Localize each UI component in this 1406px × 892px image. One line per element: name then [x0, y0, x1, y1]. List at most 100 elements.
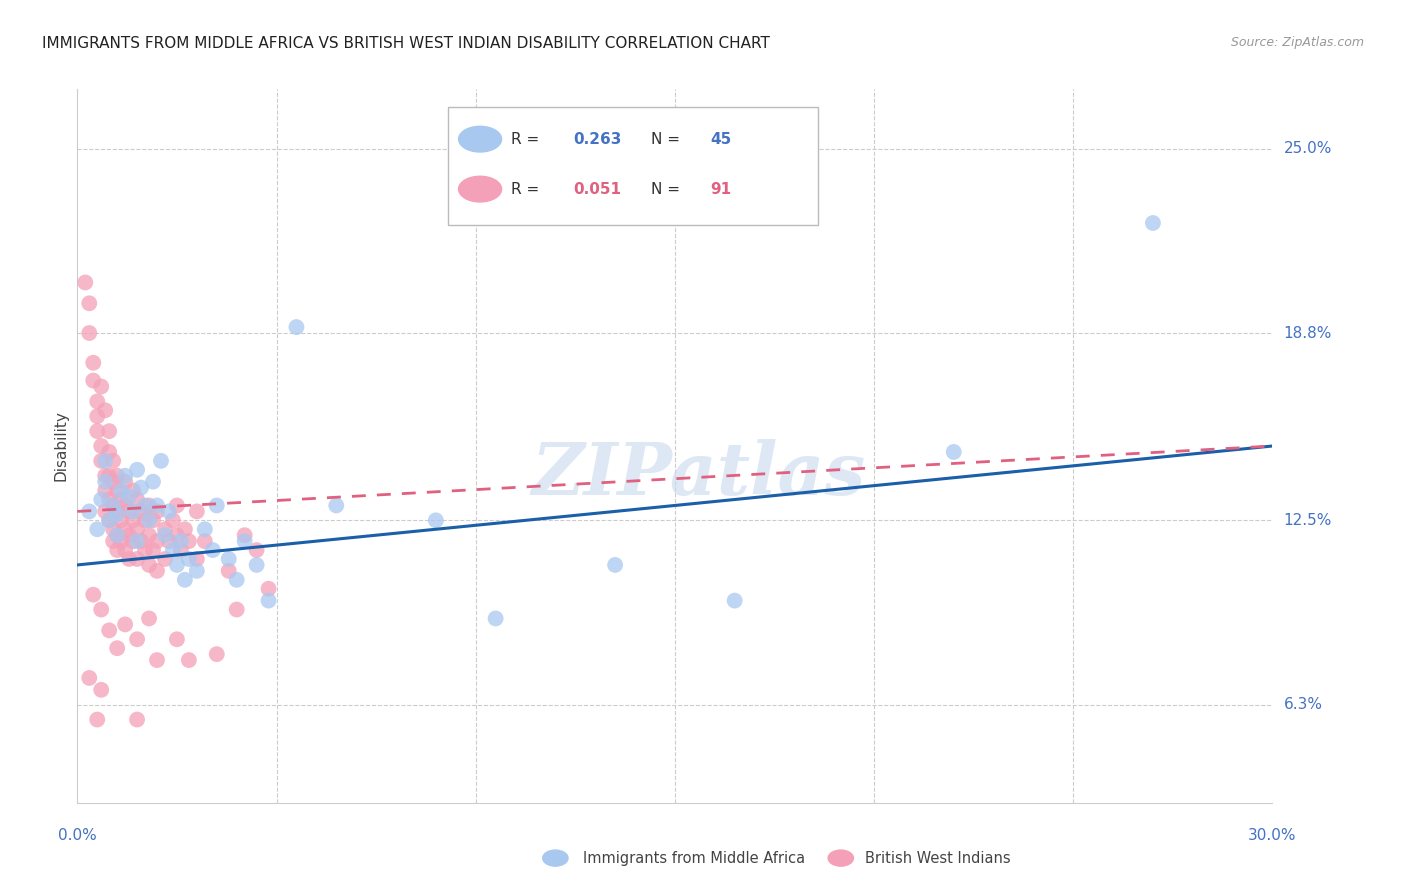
Text: 30.0%: 30.0%: [1249, 828, 1296, 843]
Point: [105, 508, 128, 522]
Point: [114, 468, 136, 483]
Point: [82, 356, 104, 370]
Point: [105, 528, 128, 542]
Point: [79, 326, 101, 340]
Point: [114, 499, 136, 513]
Point: [186, 552, 208, 566]
Text: 45: 45: [711, 132, 733, 146]
Point: [79, 296, 101, 310]
Point: [86, 522, 108, 536]
Point: [98, 445, 121, 459]
FancyBboxPatch shape: [449, 107, 818, 225]
Point: [162, 543, 184, 558]
Point: [150, 454, 173, 468]
Point: [94, 454, 117, 468]
Point: [82, 374, 104, 388]
Point: [82, 588, 104, 602]
Point: [246, 558, 269, 572]
Point: [98, 513, 121, 527]
Point: [225, 602, 247, 616]
Text: British West Indians: British West Indians: [865, 851, 1011, 865]
Point: [174, 573, 197, 587]
Point: [127, 713, 149, 727]
Point: [114, 475, 136, 489]
Point: [103, 522, 124, 536]
Point: [110, 513, 132, 527]
Point: [79, 671, 101, 685]
Point: [162, 513, 184, 527]
Point: [134, 513, 156, 527]
Y-axis label: Disability: Disability: [53, 410, 69, 482]
Text: ZIPatlas: ZIPatlas: [531, 439, 866, 510]
Point: [153, 522, 176, 536]
Point: [103, 534, 124, 549]
Point: [118, 528, 141, 542]
Point: [205, 499, 228, 513]
Point: [86, 713, 108, 727]
Point: [186, 504, 208, 518]
Point: [138, 528, 160, 542]
Point: [142, 513, 165, 527]
Point: [127, 463, 149, 477]
Point: [127, 522, 149, 536]
Point: [90, 439, 112, 453]
Point: [166, 528, 188, 542]
Point: [127, 632, 149, 647]
Text: 0.263: 0.263: [574, 132, 621, 146]
Point: [157, 504, 180, 518]
Point: [94, 403, 117, 417]
Point: [103, 499, 124, 513]
Point: [114, 617, 136, 632]
Text: 12.5%: 12.5%: [1284, 513, 1331, 528]
Point: [122, 504, 145, 518]
Point: [257, 593, 280, 607]
Point: [170, 543, 193, 558]
Point: [110, 534, 132, 549]
Point: [122, 513, 145, 527]
Circle shape: [458, 177, 502, 202]
Point: [724, 593, 747, 607]
Point: [98, 424, 121, 438]
Point: [118, 552, 141, 566]
Point: [153, 552, 176, 566]
Point: [233, 528, 256, 542]
Point: [94, 504, 117, 518]
Point: [105, 641, 128, 656]
Point: [86, 424, 108, 438]
Point: [146, 564, 169, 578]
Text: N =: N =: [651, 132, 685, 146]
Point: [122, 483, 145, 498]
Point: [98, 468, 121, 483]
Point: [127, 552, 149, 566]
Point: [98, 624, 121, 638]
Circle shape: [458, 127, 502, 152]
Point: [129, 481, 152, 495]
Point: [114, 522, 136, 536]
Point: [134, 499, 156, 513]
Point: [218, 564, 240, 578]
Point: [90, 682, 112, 697]
Point: [110, 492, 132, 507]
Point: [138, 558, 160, 572]
Point: [98, 492, 121, 507]
Point: [110, 483, 132, 498]
Point: [138, 611, 160, 625]
Point: [186, 564, 208, 578]
Point: [105, 483, 128, 498]
Point: [118, 490, 141, 504]
Point: [105, 468, 128, 483]
Point: [127, 492, 149, 507]
Point: [79, 504, 101, 518]
Point: [94, 468, 117, 483]
Text: 91: 91: [711, 182, 733, 196]
Point: [942, 445, 965, 459]
Text: N =: N =: [651, 182, 685, 196]
Point: [177, 534, 200, 549]
Point: [86, 394, 108, 409]
Point: [75, 276, 97, 290]
Text: 25.0%: 25.0%: [1284, 141, 1331, 156]
Point: [146, 504, 169, 518]
Point: [90, 379, 112, 393]
Point: [233, 534, 256, 549]
Point: [94, 475, 117, 489]
